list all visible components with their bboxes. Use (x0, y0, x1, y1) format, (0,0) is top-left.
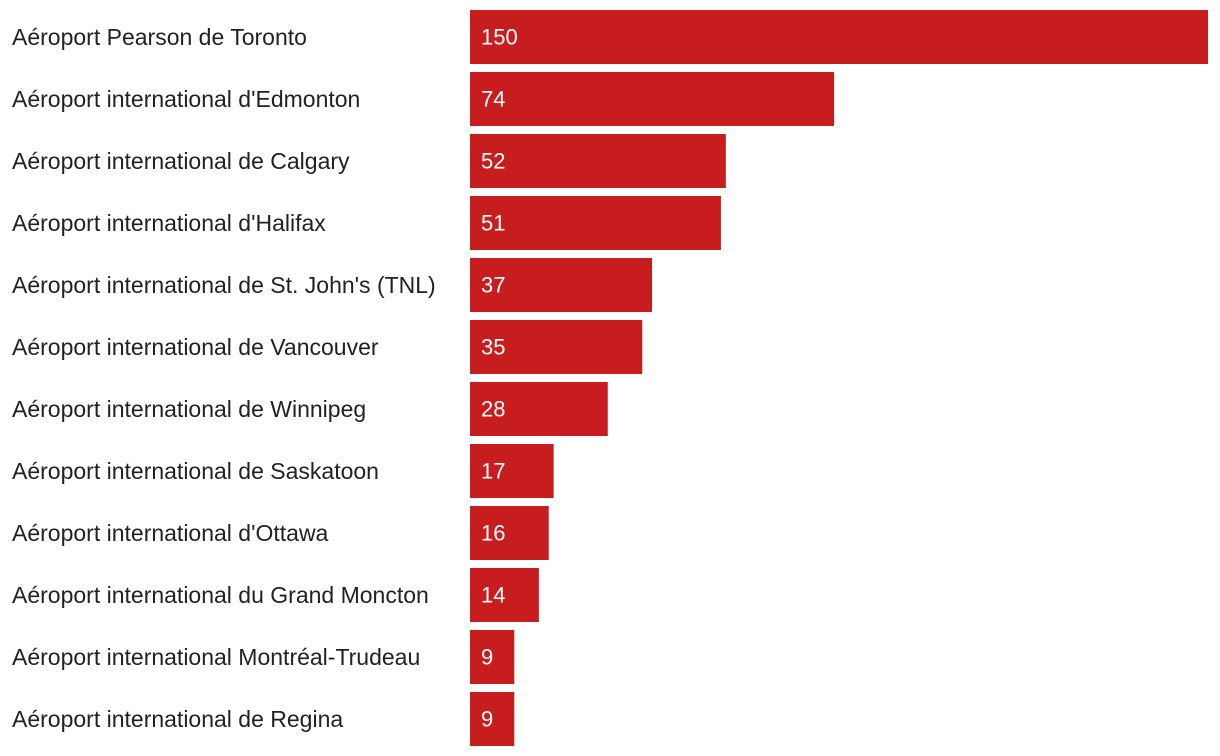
category-label: Aéroport international de Saskatoon (12, 458, 379, 484)
bar-value-label: 35 (481, 335, 505, 360)
bar (470, 630, 515, 684)
bar-value-label: 9 (481, 645, 493, 670)
bar (470, 196, 721, 250)
bar (470, 382, 608, 436)
bar-value-label: 74 (481, 87, 505, 112)
category-label: Aéroport international d'Halifax (12, 210, 326, 236)
bar-value-label: 17 (481, 459, 505, 484)
category-label: Aéroport international de Calgary (12, 148, 350, 174)
bar-value-label: 16 (481, 521, 505, 546)
bar-value-label: 52 (481, 149, 505, 174)
category-label: Aéroport international d'Ottawa (12, 520, 329, 546)
category-label: Aéroport international de Vancouver (12, 334, 379, 360)
bar-value-label: 150 (481, 25, 518, 50)
bar-value-label: 37 (481, 273, 505, 298)
bar (470, 444, 554, 498)
category-label: Aéroport international de St. John's (TN… (12, 272, 436, 298)
bar (470, 568, 539, 622)
category-label: Aéroport international du Grand Moncton (12, 582, 429, 608)
category-label: Aéroport international de Regina (12, 706, 343, 732)
bar-value-label: 51 (481, 211, 505, 236)
bars (470, 10, 1208, 746)
category-label: Aéroport Pearson de Toronto (12, 24, 307, 50)
bar (470, 692, 515, 746)
category-label: Aéroport international Montréal-Trudeau (12, 644, 420, 670)
category-labels: Aéroport Pearson de Toronto Aéroport inte… (12, 24, 436, 732)
bar-value-label: 28 (481, 397, 505, 422)
category-label: Aéroport international d'Edmonton (12, 86, 360, 112)
bar-value-label: 14 (481, 583, 505, 608)
value-labels: 150 74 52 51 37 35 28 17 16 14 9 9 (481, 25, 518, 732)
bar (470, 320, 643, 374)
bar (470, 72, 835, 126)
category-label: Aéroport international de Winnipeg (12, 396, 366, 422)
bar (470, 258, 653, 312)
bar-value-label: 9 (481, 707, 493, 732)
bar (470, 10, 1208, 64)
bar (470, 134, 726, 188)
bar (470, 506, 549, 560)
